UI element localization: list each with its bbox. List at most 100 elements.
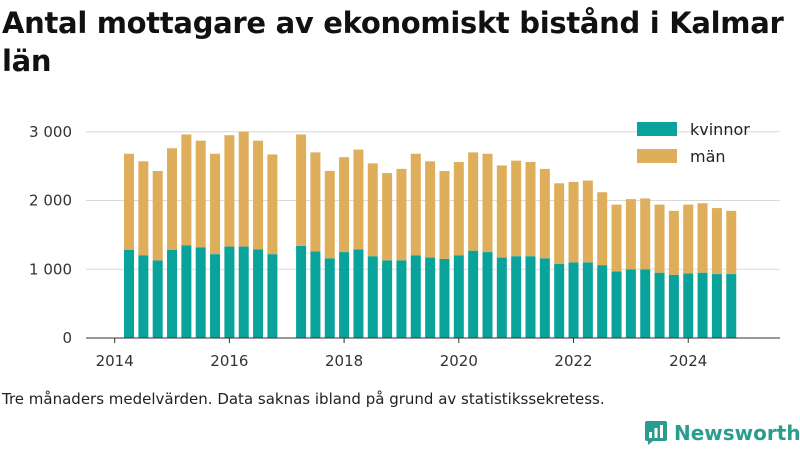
legend-label: män: [690, 147, 726, 166]
bar-man: [654, 204, 665, 273]
x-axis: 2014 2016 2018 2020 2022 2024: [96, 338, 707, 370]
bar-man: [568, 181, 579, 263]
bar-kvinnor: [124, 250, 135, 338]
bar-man: [539, 168, 550, 259]
brand-name: Newsworthy: [674, 421, 800, 445]
bar-kvinnor: [253, 249, 264, 338]
bar-kvinnor: [568, 262, 579, 338]
bar-kvinnor: [167, 250, 178, 338]
bar-man: [683, 204, 694, 274]
bar-man: [554, 183, 565, 264]
bar-man: [482, 153, 493, 253]
legend: kvinnor män: [637, 120, 750, 166]
legend-swatch: [637, 149, 677, 163]
bar-kvinnor: [267, 254, 278, 338]
bar-kvinnor: [453, 255, 464, 338]
y-tick-label: 3 000: [29, 123, 72, 141]
bar-man: [339, 157, 350, 253]
bar-man: [439, 170, 450, 259]
bar-kvinnor: [525, 256, 536, 338]
bar-kvinnor: [611, 271, 622, 338]
bars: [124, 131, 737, 338]
bar-man: [468, 152, 479, 251]
bar-man: [396, 168, 407, 261]
bar-kvinnor: [654, 272, 665, 338]
bar-kvinnor: [439, 258, 450, 338]
bar-man: [640, 198, 651, 270]
bar-man: [224, 135, 235, 247]
bar-kvinnor: [324, 258, 335, 338]
footnote: Tre månaders medelvärden. Data saknas ib…: [2, 390, 605, 408]
bar-man: [726, 210, 737, 275]
bar-kvinnor: [195, 247, 206, 338]
bar-man: [697, 203, 708, 273]
legend-label: kvinnor: [690, 120, 750, 139]
bar-kvinnor: [697, 272, 708, 338]
bar-man: [253, 140, 264, 250]
bar-kvinnor: [726, 274, 737, 338]
bar-man: [367, 163, 378, 257]
bar-kvinnor: [425, 257, 436, 338]
bar-man: [167, 148, 178, 250]
y-axis: 0 1 000 2 000 3 000: [29, 123, 780, 347]
bar-kvinnor: [554, 263, 565, 338]
bar-man: [582, 180, 593, 263]
bar-man: [138, 161, 149, 256]
bar-kvinnor: [339, 252, 350, 338]
bar-kvinnor: [310, 251, 321, 338]
x-tick-label: 2014: [96, 352, 134, 370]
bar-kvinnor: [152, 260, 163, 338]
y-tick-label: 0: [62, 329, 72, 347]
bar-kvinnor: [382, 260, 393, 338]
bar-kvinnor: [625, 269, 636, 338]
bar-kvinnor: [296, 245, 307, 338]
bar-kvinnor: [511, 256, 522, 338]
bar-kvinnor: [224, 246, 235, 338]
bar-kvinnor: [683, 273, 694, 338]
brand-logo[interactable]: Newsworthy: [644, 418, 800, 448]
bar-man: [410, 153, 421, 256]
bar-kvinnor: [640, 269, 651, 338]
bar-man: [210, 153, 221, 255]
bar-man: [324, 170, 335, 259]
y-tick-label: 1 000: [29, 260, 72, 278]
bar-man: [353, 149, 364, 250]
bar-man: [181, 134, 192, 246]
bar-man: [425, 161, 436, 258]
y-tick-label: 2 000: [29, 192, 72, 210]
bar-kvinnor: [468, 250, 479, 338]
bar-kvinnor: [353, 249, 364, 338]
bar-kvinnor: [711, 274, 722, 338]
bar-man: [453, 162, 464, 256]
bar-man: [382, 173, 393, 261]
bar-kvinnor: [496, 257, 507, 338]
x-tick-label: 2024: [669, 352, 707, 370]
bar-man: [267, 154, 278, 255]
bar-chart-logo-icon: [645, 421, 667, 445]
bar-man: [597, 192, 608, 266]
bar-kvinnor: [238, 246, 249, 338]
bar-man: [668, 210, 679, 275]
x-tick-label: 2020: [440, 352, 478, 370]
bar-man: [310, 152, 321, 252]
bar-man: [611, 204, 622, 272]
chart-title: Antal mottagare av ekonomiskt bistånd i …: [2, 6, 784, 78]
bar-kvinnor: [210, 254, 221, 338]
bar-man: [525, 162, 536, 257]
bar-kvinnor: [582, 262, 593, 338]
bar-kvinnor: [367, 256, 378, 338]
x-tick-label: 2018: [325, 352, 363, 370]
bar-kvinnor: [539, 258, 550, 338]
bar-man: [496, 165, 507, 258]
bar-kvinnor: [668, 274, 679, 338]
bar-man: [625, 199, 636, 270]
bar-man: [296, 134, 307, 246]
bar-kvinnor: [138, 255, 149, 338]
bar-man: [711, 208, 722, 275]
legend-swatch: [637, 122, 677, 136]
bar-man: [238, 131, 249, 247]
bar-kvinnor: [181, 245, 192, 338]
bar-man: [152, 170, 163, 261]
bar-kvinnor: [597, 265, 608, 338]
